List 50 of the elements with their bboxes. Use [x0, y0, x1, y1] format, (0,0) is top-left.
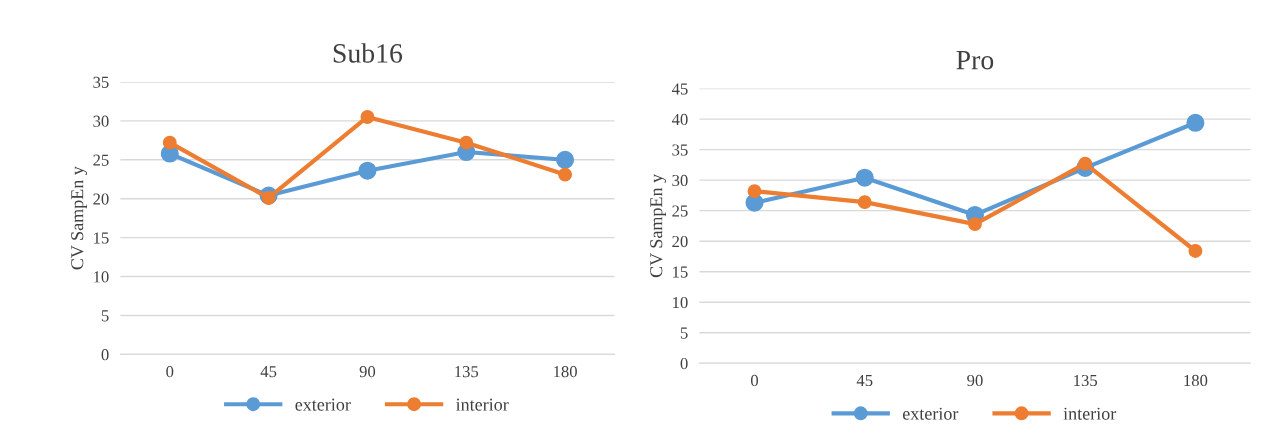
legend-label: exterior	[295, 398, 351, 411]
y-tick-label: 45	[671, 83, 688, 95]
point	[1186, 113, 1205, 132]
y-axis-title: CV SampEn y	[71, 166, 88, 270]
y-tick-label: 25	[672, 205, 688, 217]
point	[857, 195, 872, 210]
legend-label: exterior	[902, 407, 959, 420]
x-tick-label: 45	[260, 366, 277, 378]
point	[556, 150, 575, 169]
point	[459, 135, 474, 150]
point	[968, 217, 982, 232]
legend-label: interior	[455, 398, 509, 411]
x-tick-label: 0	[750, 374, 759, 387]
y-tick-label: 40	[671, 113, 688, 126]
y-tick-label: 25	[93, 154, 109, 166]
chart-title: Sub16	[333, 43, 403, 63]
y-tick-label: 5	[680, 327, 688, 339]
y-tick-label: 10	[94, 271, 109, 283]
point	[358, 161, 377, 180]
point	[162, 135, 177, 150]
x-tick-label: 135	[455, 366, 479, 378]
x-tick-label: 90	[359, 365, 376, 378]
point	[558, 167, 573, 182]
y-tick-label: 0	[101, 349, 109, 361]
point	[1078, 156, 1093, 171]
x-tick-label: 45	[856, 374, 873, 387]
legend-label: interior	[1063, 407, 1117, 420]
y-tick-label: 30	[93, 115, 109, 127]
y-tick-label: 10	[673, 296, 688, 309]
y-tick-label: 20	[672, 235, 688, 248]
y-tick-label: 20	[93, 193, 109, 205]
point	[1188, 244, 1203, 258]
x-tick-label: 0	[166, 365, 174, 378]
y-tick-label: 15	[673, 266, 688, 278]
y-tick-label: 5	[101, 310, 109, 322]
y-tick-label: 35	[672, 144, 688, 156]
chart-title: Pro	[956, 50, 994, 70]
x-tick-label: 180	[1184, 374, 1208, 387]
x-tick-label: 180	[554, 365, 577, 378]
y-axis-title: CV SampEn y	[650, 174, 667, 278]
y-tick-label: 30	[672, 174, 688, 187]
x-tick-label: 135	[1074, 374, 1098, 387]
point	[747, 184, 762, 199]
point	[360, 110, 375, 124]
point	[261, 190, 276, 205]
y-tick-label: 15	[94, 232, 109, 244]
y-tick-label: 0	[680, 357, 688, 370]
point	[855, 168, 874, 187]
y-tick-label: 35	[93, 76, 109, 88]
x-tick-label: 90	[967, 374, 983, 387]
